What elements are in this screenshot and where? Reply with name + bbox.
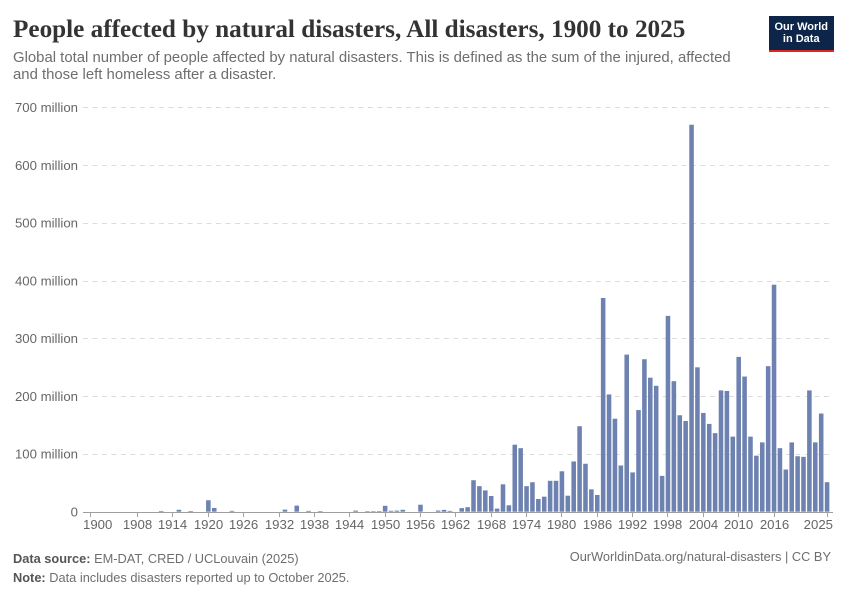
svg-text:1986: 1986: [583, 517, 612, 532]
svg-text:700 million: 700 million: [15, 100, 78, 115]
svg-text:1992: 1992: [618, 517, 647, 532]
svg-text:400 million: 400 million: [15, 273, 78, 288]
svg-text:300 million: 300 million: [15, 331, 78, 346]
svg-text:200 million: 200 million: [15, 389, 78, 404]
svg-text:1950: 1950: [371, 517, 400, 532]
svg-text:1938: 1938: [300, 517, 329, 532]
svg-text:1980: 1980: [547, 517, 576, 532]
svg-text:2025: 2025: [804, 517, 833, 532]
svg-text:1908: 1908: [123, 517, 152, 532]
svg-text:100 million: 100 million: [15, 447, 78, 462]
svg-text:500 million: 500 million: [15, 216, 78, 231]
svg-text:0: 0: [71, 504, 78, 519]
svg-text:2016: 2016: [760, 517, 789, 532]
svg-text:1900: 1900: [83, 517, 112, 532]
svg-text:600 million: 600 million: [15, 158, 78, 173]
svg-text:1944: 1944: [335, 517, 364, 532]
svg-text:1974: 1974: [512, 517, 541, 532]
svg-text:1968: 1968: [477, 517, 506, 532]
svg-text:1914: 1914: [158, 517, 187, 532]
svg-text:1926: 1926: [229, 517, 258, 532]
svg-text:1962: 1962: [441, 517, 470, 532]
svg-text:2004: 2004: [689, 517, 718, 532]
svg-text:1920: 1920: [194, 517, 223, 532]
svg-text:1998: 1998: [653, 517, 682, 532]
svg-text:1932: 1932: [265, 517, 294, 532]
svg-text:2010: 2010: [724, 517, 753, 532]
svg-text:1956: 1956: [406, 517, 435, 532]
